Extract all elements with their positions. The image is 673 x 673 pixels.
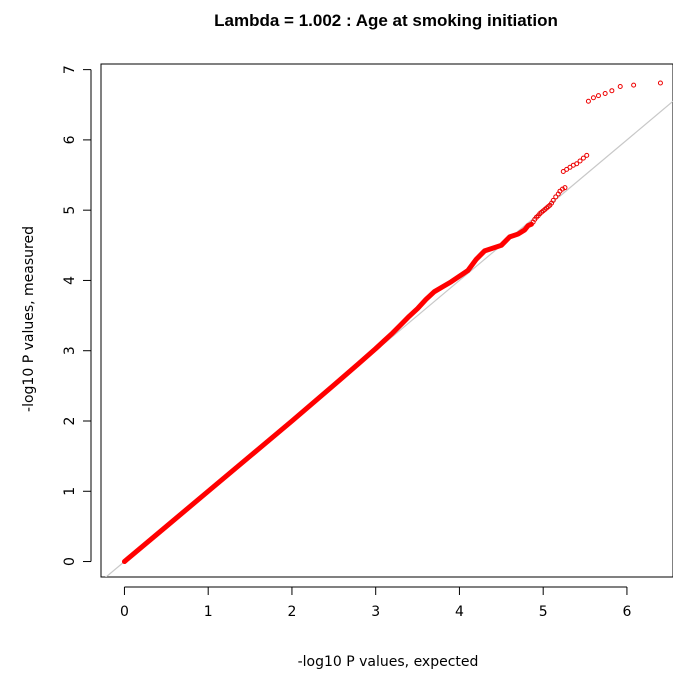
y-axis-label: -log10 P values, measured: [21, 226, 37, 412]
data-point: [567, 164, 573, 170]
y-tick-label: 4: [62, 276, 78, 285]
x-tick-label: 5: [539, 604, 548, 620]
y-tick-label: 1: [62, 487, 78, 496]
data-point: [574, 161, 580, 167]
data-point: [553, 194, 559, 200]
data-point: [657, 80, 663, 86]
data-point: [562, 185, 568, 191]
y-tick-label: 5: [62, 206, 78, 215]
data-point: [617, 83, 623, 89]
data-point: [602, 91, 608, 97]
data-point: [609, 88, 615, 94]
y-axis: 0 1 2 3 4 5 6 7: [62, 65, 92, 566]
x-tick-label: 6: [622, 604, 631, 620]
data-point: [580, 155, 586, 161]
y-tick-label: 2: [62, 417, 78, 426]
data-point: [564, 166, 570, 172]
x-axis: 0 1 2 3 4 5 6: [120, 586, 631, 620]
data-point: [595, 93, 601, 99]
data-point: [585, 98, 591, 104]
y-tick-label: 3: [62, 346, 78, 355]
data-point: [550, 197, 556, 203]
data-layer: [121, 80, 663, 565]
y-tick-label: 6: [62, 135, 78, 144]
y-tick-label: 0: [62, 557, 78, 566]
chart-title: Lambda = 1.002 : Age at smoking initiati…: [214, 11, 558, 30]
data-point: [631, 82, 637, 88]
x-tick-label: 1: [204, 604, 213, 620]
x-axis-label: -log10 P values, expected: [298, 654, 479, 670]
x-tick-label: 3: [371, 604, 380, 620]
data-point: [590, 95, 596, 101]
x-tick-label: 2: [287, 604, 296, 620]
data-point: [560, 169, 566, 175]
dense-points-line: [121, 221, 534, 565]
data-point: [577, 158, 583, 164]
x-tick-label: 4: [455, 604, 464, 620]
plot-frame: [100, 63, 673, 578]
y-tick-label: 7: [62, 65, 78, 74]
x-tick-label: 0: [120, 604, 129, 620]
data-point: [559, 186, 565, 192]
data-point: [584, 152, 590, 158]
